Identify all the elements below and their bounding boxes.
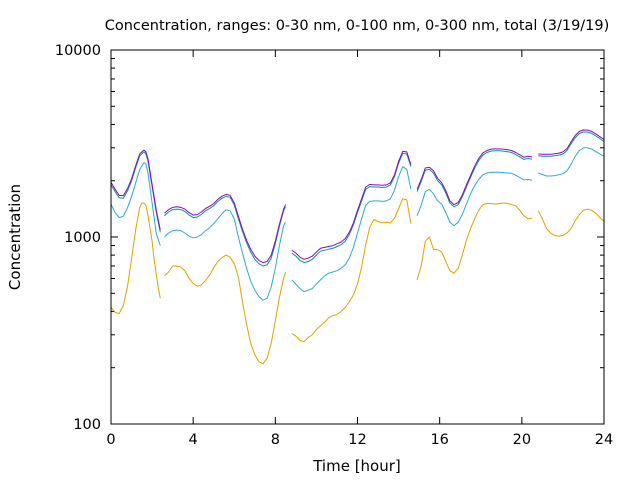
x-tick-label: 24 [595,432,613,448]
series-4-line [538,129,605,155]
x-axis-label: Time [hour] [312,457,401,475]
series-lines [110,129,605,365]
series-2-line [291,166,412,293]
series-4-line [110,149,161,231]
y-axis-label: Concentration [6,184,24,290]
series-4-line [416,148,533,206]
series-3-line [291,152,412,264]
series-4-line [291,150,412,260]
series-1-line [416,202,533,281]
y-tick-label: 100 [73,417,101,433]
series-3-line [416,150,533,208]
series-1-line [164,254,287,365]
series-1-line [537,208,605,237]
series-2-line [416,171,533,227]
x-tick-label: 20 [513,432,531,448]
y-tick-label: 10000 [55,43,101,59]
x-tick-label: 4 [189,432,198,448]
x-tick-label: 0 [106,432,115,448]
series-2-line [110,162,161,246]
series-4-line [164,193,287,264]
series-3-line [164,195,287,267]
plot-frame [110,49,605,425]
x-tick-label: 16 [430,432,448,448]
y-tick-label: 1000 [64,230,101,246]
chart-title: Concentration, ranges: 0-30 nm, 0-100 nm… [105,18,610,34]
x-tick-label: 8 [271,432,280,448]
series-3-line [538,131,605,157]
series-2-line [538,147,605,177]
series-1-line [291,198,412,343]
x-tick-label: 12 [348,432,366,448]
series-2-line [164,209,287,301]
series-1-line [110,202,161,314]
